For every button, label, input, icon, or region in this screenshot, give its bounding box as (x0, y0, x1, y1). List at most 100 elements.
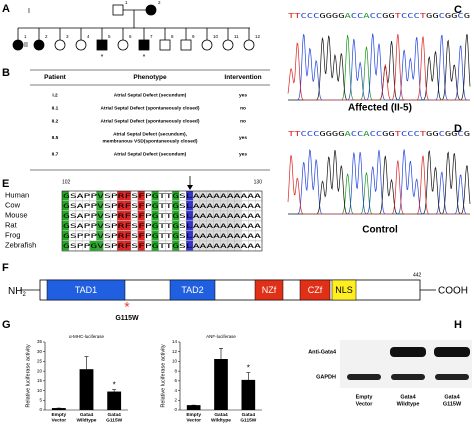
individual-number: 9 (192, 34, 195, 39)
pedigree-female (33, 39, 45, 51)
domain-label: CZf (308, 285, 323, 295)
pedigree-female (12, 39, 24, 51)
species-label: Cow (5, 200, 21, 209)
panel-label: D (454, 123, 462, 135)
y-tick-label: 25 (37, 359, 43, 364)
panel-label: A (2, 3, 10, 15)
panel-label: H (454, 319, 462, 331)
species-label: Rat (5, 220, 18, 229)
table-cell: Atrial Septal Defect (secundum) (114, 151, 187, 157)
generation-label: I (28, 8, 30, 15)
x-tick-label: Empty Vector (186, 412, 201, 424)
species-label: Frog (5, 230, 20, 239)
protein-length: 442 (413, 272, 422, 278)
table-cell: Atrial Septal Defect (spontaneously clos… (101, 118, 200, 124)
lane-label: Gata4 (444, 394, 460, 400)
mutation-label: G115W (115, 315, 139, 322)
individual-number: 7 (150, 34, 153, 39)
lane-label: Vector (356, 401, 374, 407)
table-cell: yes (239, 152, 247, 157)
x-tick-label: Gata4 G115W (240, 412, 256, 424)
y-tick-label: 4 (174, 388, 177, 393)
panel-label: E (2, 178, 9, 190)
y-tick-label: 12 (172, 349, 178, 354)
table-cell: yes (239, 136, 247, 141)
alignment-sequence: GSAPPVSPRFSFPGTTGSLAAAAAAAAAA (63, 202, 261, 210)
pedigree-female (145, 4, 157, 16)
table-cell: yes (239, 93, 247, 98)
individual-number: 1 (24, 34, 27, 39)
y-tick-label: 15 (37, 378, 43, 383)
proband-mark: * (143, 54, 146, 61)
n-term: NH (8, 286, 22, 297)
y-tick-label: 2 (174, 397, 177, 402)
chart-title: α-MHC-luciferase (69, 334, 105, 339)
panel-label: B (2, 67, 10, 79)
lane-label: Gata4 (400, 394, 416, 400)
panel-label: C (454, 4, 462, 16)
trace (288, 148, 470, 215)
individual-number: 8 (171, 34, 174, 39)
individual-number: 11 (234, 34, 239, 39)
band (390, 347, 426, 357)
panel-label: F (2, 262, 9, 274)
x-tick-label: Gata4 G115W (106, 412, 122, 424)
y-tick-label: 14 (172, 339, 178, 344)
table-header: Intervention (224, 74, 261, 81)
alignment-border (61, 190, 263, 252)
lane-label: Empty (356, 394, 374, 400)
residue-number: 102 (62, 179, 71, 185)
y-tick-label: 10 (172, 359, 178, 364)
y-tick-label: 20 (37, 368, 43, 373)
proband-mark: * (101, 54, 104, 61)
individual-number: 4 (87, 34, 90, 39)
blot-row-label: Anti-Gata4 (308, 349, 337, 355)
alignment-sequence: GSPPPVSPRFSFPGTTGSLAAAAAAAAAA (63, 232, 261, 240)
table-cell: Atrial Septal Defect (secundum) (114, 92, 187, 98)
table-header: Phenotype (133, 74, 167, 81)
table-cell: II.1 (52, 105, 59, 111)
y-tick-label: 5 (39, 397, 42, 402)
n-sub: 2 (22, 292, 26, 298)
pedigree-male (96, 39, 108, 51)
lane-label: G115W (443, 401, 462, 407)
bar (214, 359, 228, 410)
domain-label: TAD1 (75, 285, 97, 295)
pedigree-female (243, 39, 255, 51)
pedigree-lines (18, 9, 250, 29)
table-cell: membranous VSD(spontaneously closed) (103, 138, 198, 144)
pedigree-male (159, 39, 171, 51)
individual-number: 5 (108, 34, 111, 39)
alignment-sequence: GSAPPVSPRFSFPGTTGSLAAAAAAAAAA (63, 212, 261, 220)
bar (107, 391, 122, 410)
pedigree-female (222, 39, 234, 51)
significance-mark: * (247, 364, 250, 373)
pedigree-female (54, 39, 66, 51)
individual-number: 1 (125, 0, 128, 5)
panel-label: G (2, 319, 11, 331)
individual-number: 6 (129, 34, 132, 39)
table-cell: II.2 (52, 118, 59, 124)
individual-number: 12 (255, 34, 261, 39)
table-header: Patient (44, 74, 67, 81)
pedigree-male (138, 39, 150, 51)
lane-label: Wildtype (397, 401, 420, 407)
y-tick-label: 6 (174, 378, 177, 383)
bar (241, 379, 256, 410)
protein-domain (254, 279, 284, 301)
table-rules (30, 69, 270, 171)
trace (288, 33, 470, 101)
table-cell: no (240, 106, 246, 111)
bar (186, 405, 201, 410)
x-tick-label: Empty Vector (51, 412, 66, 424)
alignment-arrow (187, 176, 193, 190)
domain-label: TAD2 (181, 285, 203, 295)
pedigree-male (112, 4, 124, 16)
individual-number: 10 (213, 34, 219, 39)
table-cell: II.5 (52, 135, 59, 141)
domain-label: NLS (335, 285, 353, 295)
protein-domain (169, 279, 216, 301)
protein-domain (299, 279, 331, 301)
